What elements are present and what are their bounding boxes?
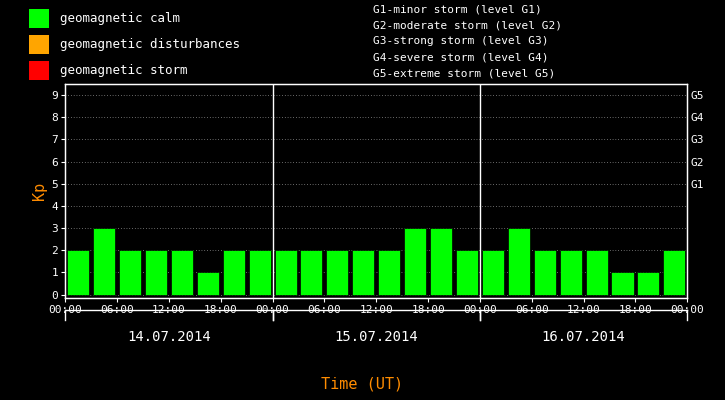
Bar <box>352 250 374 295</box>
Text: G3-strong storm (level G3): G3-strong storm (level G3) <box>373 36 549 46</box>
Bar <box>196 272 219 295</box>
Text: 16.07.2014: 16.07.2014 <box>542 330 626 344</box>
Text: G2-moderate storm (level G2): G2-moderate storm (level G2) <box>373 20 563 30</box>
Text: 14.07.2014: 14.07.2014 <box>127 330 211 344</box>
Bar <box>560 250 581 295</box>
Y-axis label: Kp: Kp <box>33 182 47 200</box>
Bar <box>67 250 89 295</box>
Bar <box>93 228 115 295</box>
Bar <box>29 9 49 28</box>
Bar <box>171 250 193 295</box>
Text: geomagnetic storm: geomagnetic storm <box>60 64 188 77</box>
Bar <box>482 250 504 295</box>
Bar <box>300 250 323 295</box>
Text: geomagnetic calm: geomagnetic calm <box>60 12 181 25</box>
Bar <box>637 272 660 295</box>
Bar <box>534 250 556 295</box>
Bar <box>430 228 452 295</box>
Text: G1-minor storm (level G1): G1-minor storm (level G1) <box>373 4 542 14</box>
Bar <box>223 250 245 295</box>
Bar <box>586 250 608 295</box>
Bar <box>249 250 270 295</box>
Text: 15.07.2014: 15.07.2014 <box>334 330 418 344</box>
Text: geomagnetic disturbances: geomagnetic disturbances <box>60 38 240 51</box>
Bar <box>611 272 634 295</box>
Bar <box>119 250 141 295</box>
Bar <box>275 250 297 295</box>
Bar <box>663 250 685 295</box>
Text: Time (UT): Time (UT) <box>321 376 404 391</box>
Bar <box>456 250 478 295</box>
Bar <box>145 250 167 295</box>
Bar <box>378 250 400 295</box>
Bar <box>326 250 349 295</box>
Bar <box>404 228 426 295</box>
Text: G4-severe storm (level G4): G4-severe storm (level G4) <box>373 52 549 62</box>
Text: G5-extreme storm (level G5): G5-extreme storm (level G5) <box>373 68 555 78</box>
Bar <box>507 228 530 295</box>
Bar <box>29 35 49 54</box>
Bar <box>29 61 49 80</box>
